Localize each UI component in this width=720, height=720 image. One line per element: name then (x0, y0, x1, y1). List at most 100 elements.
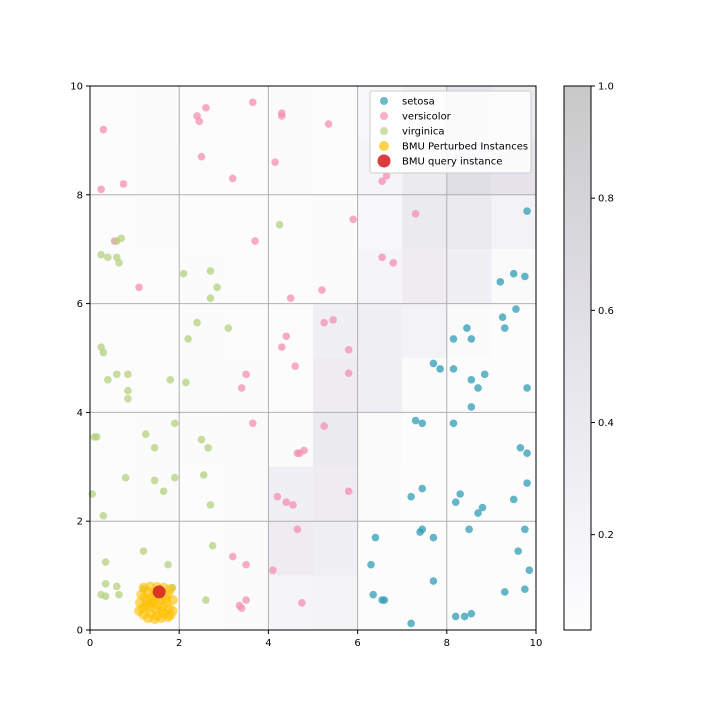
heatmap-cell (357, 194, 403, 250)
data-point (389, 259, 398, 267)
data-point (206, 294, 215, 302)
heatmap-cell (90, 303, 135, 358)
data-point (99, 348, 108, 357)
data-point (429, 533, 438, 542)
data-point (112, 370, 121, 379)
data-point (429, 359, 438, 368)
data-point (92, 433, 101, 441)
data-point (119, 180, 128, 188)
data-point (521, 525, 529, 534)
data-point (159, 487, 168, 496)
data-point (228, 174, 237, 183)
data-point (295, 449, 304, 458)
data-point (141, 430, 150, 438)
data-point (121, 473, 130, 482)
data-point (167, 605, 178, 616)
x-tick-label: 2 (176, 638, 182, 649)
data-point (242, 560, 250, 569)
heatmap-cell (491, 194, 536, 250)
data-point (271, 158, 279, 166)
x-tick-label: 10 (530, 638, 543, 649)
data-point (523, 384, 531, 392)
heatmap-cell (223, 358, 269, 413)
heatmap-cell (313, 194, 358, 250)
axes: 0 2 4 6 8 10 0 2 4 6 8 10 (70, 82, 542, 650)
data-point (380, 596, 389, 604)
data-point (465, 525, 473, 534)
data-point (104, 375, 112, 384)
legend-label: setosa (402, 97, 435, 108)
heatmap-cell (402, 249, 447, 304)
heatmap-cell (446, 466, 492, 522)
heatmap-cell (313, 521, 358, 576)
data-point (197, 152, 206, 161)
scatter-points (88, 98, 534, 628)
data-point (282, 332, 291, 341)
data-point (467, 335, 476, 343)
heatmap-cell (90, 358, 135, 413)
data-point (204, 443, 212, 452)
colorbar-tick-label: 0.2 (598, 530, 614, 541)
data-point (496, 278, 505, 286)
data-point (124, 395, 132, 403)
data-point (429, 577, 438, 585)
data-point (124, 370, 132, 379)
legend-label: virginica (402, 127, 445, 138)
data-point (298, 599, 306, 607)
data-point (451, 498, 460, 506)
data-point (344, 487, 353, 496)
y-tick-label: 6 (77, 299, 83, 310)
heatmap-cell (491, 575, 536, 630)
data-point (150, 443, 159, 452)
data-point (242, 596, 250, 604)
data-point (179, 269, 188, 278)
data-point (460, 612, 469, 621)
data-point (166, 375, 175, 384)
data-point (269, 566, 277, 574)
data-point (99, 511, 108, 520)
data-point (474, 384, 482, 392)
data-point (206, 501, 215, 509)
heatmap-cell (268, 194, 313, 250)
data-point (525, 566, 534, 574)
heatmap-cell (268, 86, 313, 141)
data-point (521, 272, 529, 281)
legend-marker (380, 127, 388, 135)
heatmap-cell (313, 412, 358, 467)
x-tick-label: 0 (87, 638, 93, 649)
colorbar: 0.2 0.4 0.6 0.8 1.0 (563, 82, 614, 631)
heatmap-cell (223, 412, 269, 467)
data-point (139, 592, 150, 603)
heatmap-cell (179, 303, 224, 358)
data-point (418, 419, 427, 428)
data-point (224, 324, 233, 332)
data-point (112, 237, 121, 245)
heatmap-cell (134, 86, 180, 141)
legend-marker (380, 112, 388, 120)
data-point (101, 579, 110, 588)
data-point (509, 495, 518, 504)
heatmap-cell (402, 194, 447, 250)
data-point (411, 416, 420, 425)
colorbar-tick-label: 0.6 (598, 306, 614, 317)
data-point (237, 384, 246, 392)
heatmap-cell (313, 140, 358, 195)
data-point (418, 484, 427, 493)
colorbar-tick-label: 0.4 (598, 418, 614, 429)
heatmap-cell (134, 249, 180, 304)
heatmap-cell (179, 194, 224, 250)
heatmap-cell (90, 140, 135, 195)
heatmap-cell (446, 249, 492, 304)
data-point (382, 171, 391, 180)
data-point (523, 479, 531, 487)
heatmap-cell (223, 140, 269, 195)
heatmap-cell (223, 466, 269, 522)
data-point (320, 318, 328, 327)
data-point (474, 509, 482, 517)
heatmap-cell (446, 575, 492, 630)
data-point (344, 369, 353, 378)
heatmap-cell (491, 303, 536, 358)
heatmap-cell (313, 575, 358, 630)
legend-marker (380, 97, 388, 105)
data-point (112, 582, 121, 591)
